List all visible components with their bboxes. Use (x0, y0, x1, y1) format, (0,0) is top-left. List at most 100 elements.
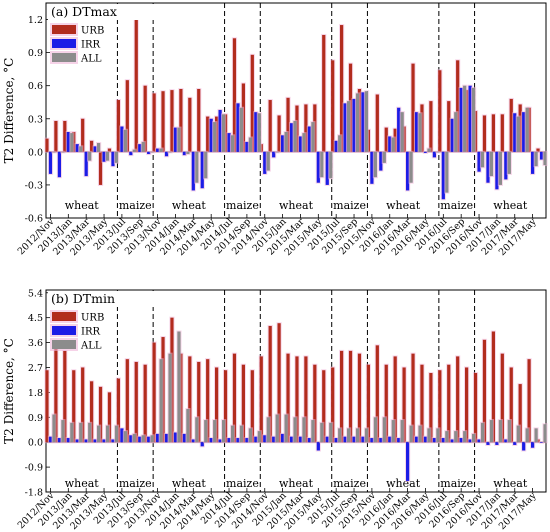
urb-bar (197, 89, 201, 152)
urb-bar (304, 104, 308, 152)
all-bar (168, 151, 172, 153)
urb-bar (81, 118, 85, 152)
urb-bar (447, 101, 451, 152)
urb-bar (366, 364, 370, 443)
irr-bar (245, 438, 249, 443)
all-bar (168, 353, 172, 443)
irr-bar (200, 442, 204, 447)
irr-bar (272, 151, 276, 158)
irr-bar (84, 151, 88, 177)
all-bar (329, 422, 333, 443)
urb-bar (206, 359, 210, 443)
urb-bar (500, 353, 504, 443)
urb-bar (509, 98, 513, 152)
legend-swatch-all (52, 53, 76, 62)
urb-bar (456, 60, 460, 152)
urb-bar (125, 359, 129, 443)
irr-bar (57, 438, 61, 443)
all-bar (409, 425, 413, 443)
all-bar (52, 151, 56, 153)
urb-bar (411, 63, 415, 152)
irr-bar (66, 438, 70, 443)
urb-bar (500, 114, 504, 152)
irr-bar (227, 438, 231, 443)
all-bar (230, 135, 235, 152)
all-bar (498, 420, 502, 443)
urb-bar (116, 378, 120, 443)
all-bar (123, 129, 127, 152)
y-tick-label: 0.3 (28, 114, 43, 125)
urb-bar (438, 370, 442, 443)
legend-label-all: ALL (80, 341, 102, 352)
irr-bar (129, 151, 133, 156)
irr-bar (423, 151, 428, 153)
season-label: wheat (65, 199, 100, 212)
season-label: maize (440, 477, 473, 490)
all-bar (543, 424, 547, 443)
urb-bar (250, 370, 254, 443)
irr-bar (414, 436, 419, 443)
urb-bar (491, 331, 495, 443)
legend-swatch-urb (52, 312, 76, 321)
irr-bar (236, 103, 240, 152)
irr-bar (325, 151, 329, 185)
all-bar (516, 116, 520, 152)
all-bar (480, 151, 485, 168)
all-bar (302, 133, 306, 152)
irr-bar (75, 439, 79, 443)
all-bar (159, 148, 163, 152)
all-bar (275, 151, 279, 153)
urb-bar (197, 361, 201, 443)
urb-bar (232, 38, 237, 152)
season-label: wheat (172, 199, 207, 212)
all-bar (105, 425, 110, 443)
all-bar (498, 151, 502, 185)
urb-bar (250, 54, 254, 152)
urb-bar (54, 345, 58, 443)
irr-bar (397, 438, 401, 443)
all-bar (257, 113, 261, 152)
season-label: maize (119, 477, 152, 490)
irr-bar (522, 112, 526, 152)
urb-bar (170, 90, 174, 152)
all-bar (105, 151, 110, 161)
irr-bar (138, 436, 142, 443)
urb-bar (313, 364, 317, 443)
urb-bar (447, 364, 451, 443)
irr-bar (459, 438, 463, 443)
urb-bar (518, 384, 522, 443)
all-bar (418, 113, 422, 152)
irr-bar (307, 438, 311, 443)
irr-bar (227, 133, 231, 152)
irr-bar (236, 438, 240, 443)
all-bar (355, 93, 360, 152)
irr-bar (281, 135, 285, 152)
urb-bar (375, 345, 379, 443)
urb-bar (45, 370, 49, 443)
urb-bar (72, 370, 76, 443)
all-bar (61, 420, 65, 443)
season-label: wheat (172, 477, 207, 490)
irr-bar (441, 151, 445, 200)
all-bar (150, 435, 154, 443)
all-bar (195, 151, 199, 183)
all-bar (409, 151, 413, 183)
all-bar (293, 417, 297, 443)
all-bar (364, 428, 369, 443)
urb-bar (411, 353, 415, 443)
irr-bar (93, 146, 97, 152)
y-tick-label: 1.8 (28, 388, 43, 399)
y-tick-label: 3.6 (28, 338, 43, 349)
urb-bar (63, 120, 67, 152)
urb-bar (107, 148, 112, 152)
urb-bar (331, 60, 335, 152)
season-label: wheat (279, 199, 314, 212)
all-bar (543, 151, 547, 166)
irr-bar (120, 428, 124, 443)
all-bar (338, 135, 342, 152)
irr-bar (298, 436, 303, 443)
urb-bar (491, 114, 495, 152)
irr-bar (173, 127, 178, 152)
irr-bar (254, 436, 258, 443)
